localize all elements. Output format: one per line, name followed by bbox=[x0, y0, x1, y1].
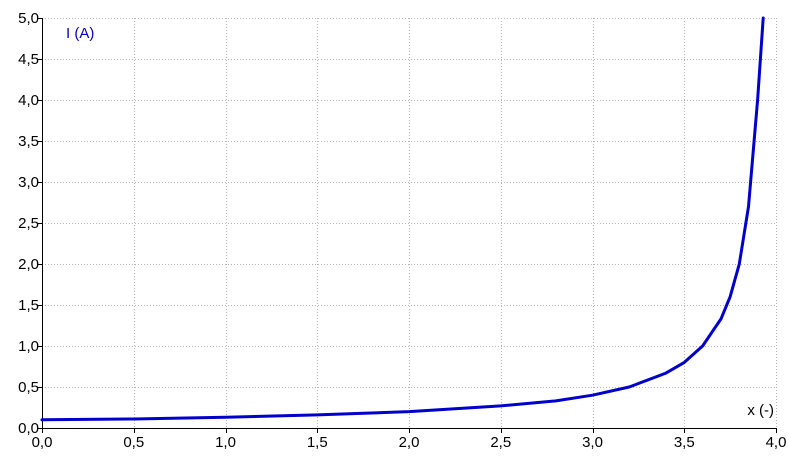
axes bbox=[37, 18, 777, 433]
y-tick-label: 2,0 bbox=[18, 256, 39, 273]
x-tick-label: 3,0 bbox=[582, 434, 603, 451]
y-tick-label: 0,5 bbox=[18, 379, 39, 396]
series-line bbox=[40, 16, 765, 422]
x-tick-label: 0,5 bbox=[123, 434, 144, 451]
y-tick-label: 1,5 bbox=[18, 297, 39, 314]
x-tick-label: 2,0 bbox=[399, 434, 420, 451]
x-tick-label: 4,0 bbox=[766, 434, 787, 451]
y-tick-label: 4,0 bbox=[18, 92, 39, 109]
x-tick-label: 3,5 bbox=[674, 434, 695, 451]
x-tick-label: 2,5 bbox=[490, 434, 511, 451]
y-tick-label: 3,0 bbox=[18, 174, 39, 191]
y-tick-label: 3,5 bbox=[18, 133, 39, 150]
x-tick-label: 0,0 bbox=[32, 434, 53, 451]
x-tick-label: 1,0 bbox=[215, 434, 236, 451]
y-tick-label: 2,5 bbox=[18, 215, 39, 232]
x-tick-label: 1,5 bbox=[307, 434, 328, 451]
series-lines bbox=[40, 16, 765, 422]
y-tick-label: 1,0 bbox=[18, 338, 39, 355]
y-tick-label: 5,0 bbox=[18, 10, 39, 27]
x-axis-label: x (-) bbox=[747, 402, 774, 419]
y-tick-label: 0,0 bbox=[18, 420, 39, 437]
tick-labels: 0,0 0,5 1,0 1,5 2,0 2,5 3,0 3,5 4,0 0,0 0,5 1,0 1,5 2… bbox=[18, 10, 786, 451]
y-axis-label: I (A) bbox=[66, 25, 94, 42]
y-tick-label: 4,5 bbox=[18, 51, 39, 68]
grid-lines bbox=[42, 18, 777, 428]
